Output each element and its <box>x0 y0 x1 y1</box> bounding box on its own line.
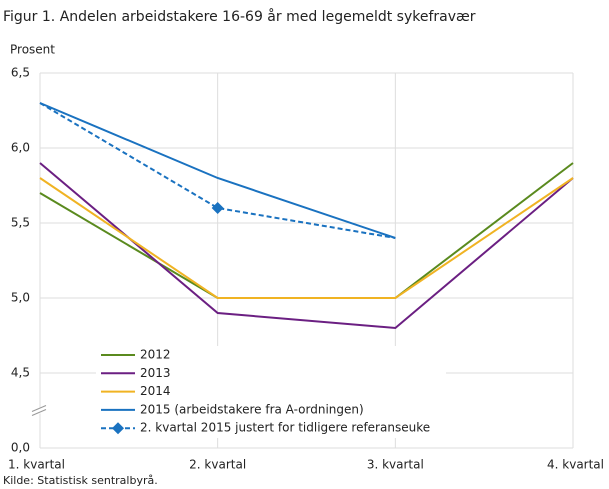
legend-label: 2014 <box>140 384 171 398</box>
y-tick-label: 0,0 <box>11 441 30 455</box>
y-tick-label: 5,5 <box>11 216 30 230</box>
legend-label: 2013 <box>140 366 171 380</box>
x-tick-label: 1. kvartal <box>8 458 65 472</box>
y-tick-label: 6,0 <box>11 141 30 155</box>
marker <box>112 422 124 435</box>
legend: 2012 2013 2014 2015 (arbeidstakere fra A-or… <box>96 346 446 438</box>
axis-break <box>31 405 47 412</box>
legend-label: 2012 <box>140 348 171 362</box>
axis-break <box>31 409 47 416</box>
marker <box>211 202 224 214</box>
x-tick-label: 4. kvartal <box>547 458 604 472</box>
y-axis-label: Prosent <box>10 43 55 57</box>
legend-box <box>96 346 446 438</box>
series-line <box>39 102 396 239</box>
lines <box>39 102 574 330</box>
legend-label: 2015 (arbeidstakere fra A-ordningen) <box>140 402 364 416</box>
axis-break-gap <box>32 407 48 414</box>
x-tick-label: 3. kvartal <box>367 458 424 472</box>
series-line <box>39 162 574 330</box>
y-tick-label: 6,5 <box>11 66 30 80</box>
x-tick-label: 2. kvartal <box>189 458 246 472</box>
y-tick-label: 4,5 <box>11 366 30 380</box>
chart-title: Figur 1. Andelen arbeidstakere 16-69 år … <box>3 8 476 25</box>
legend-label: 2. kvartal 2015 justert for tidligere re… <box>140 421 430 435</box>
source: Kilde: Statistisk sentralbyrå. <box>3 474 158 487</box>
series-line <box>39 177 574 299</box>
series-line <box>39 102 396 239</box>
y-tick-label: 5,0 <box>11 291 30 305</box>
